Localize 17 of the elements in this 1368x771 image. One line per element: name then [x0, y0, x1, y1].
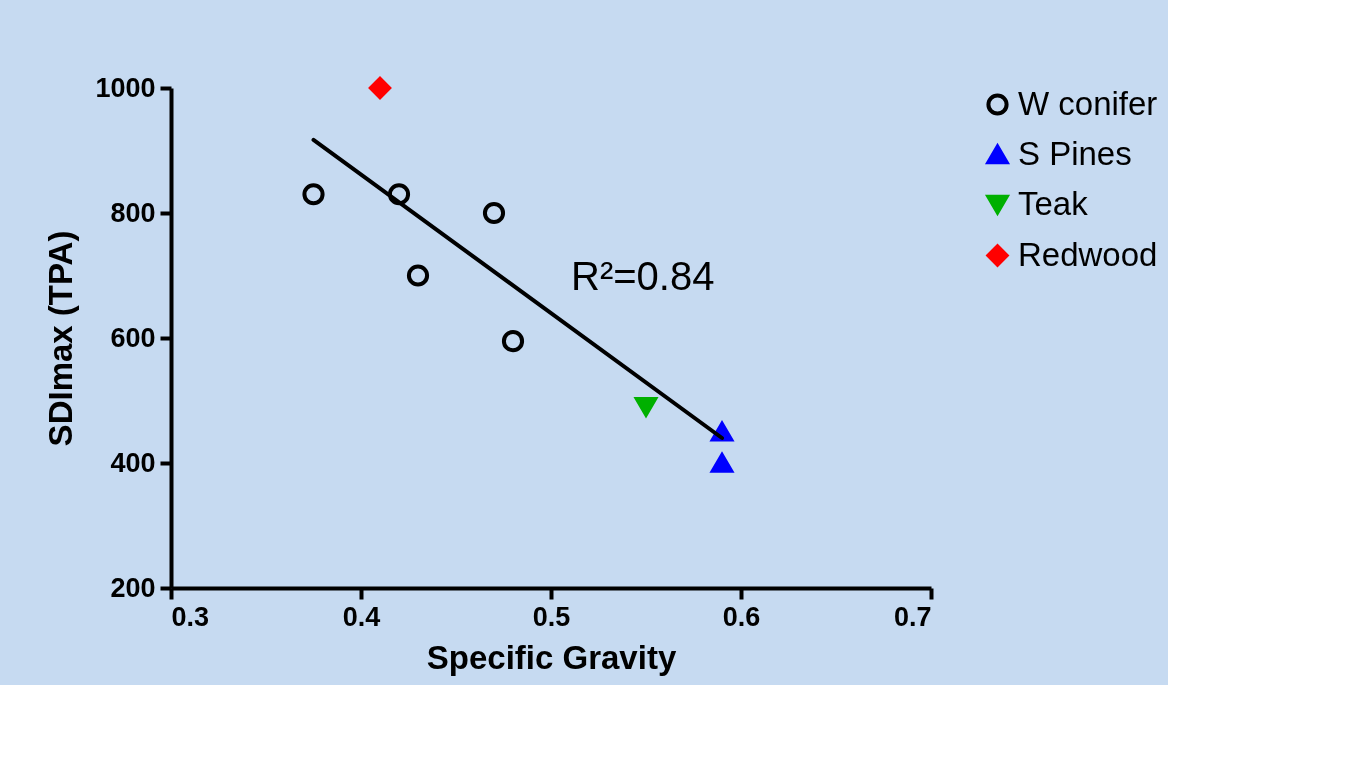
x-tick-label: 0.7 — [893, 601, 932, 632]
annotation: R²=0.84 — [571, 254, 715, 298]
x-tick-label: 0.5 — [532, 601, 571, 632]
legend-label: S Pines — [1018, 134, 1132, 172]
y-tick-label: 400 — [110, 447, 156, 478]
x-axis-title: Specific Gravity — [426, 638, 677, 676]
x-tick-label: 0.3 — [171, 601, 210, 632]
x-tick-label: 0.6 — [722, 601, 761, 632]
legend-label: Teak — [1018, 184, 1089, 222]
y-tick-label: 600 — [110, 322, 156, 353]
y-axis-title: SDImax (TPA) — [42, 230, 80, 447]
x-tick-label: 0.4 — [342, 601, 381, 632]
y-tick-label: 200 — [110, 572, 156, 603]
legend-label: W conifer — [1018, 84, 1158, 122]
y-tick-label: 800 — [110, 197, 156, 228]
legend-label: Redwood — [1018, 235, 1158, 273]
y-tick-label: 1000 — [95, 72, 156, 103]
